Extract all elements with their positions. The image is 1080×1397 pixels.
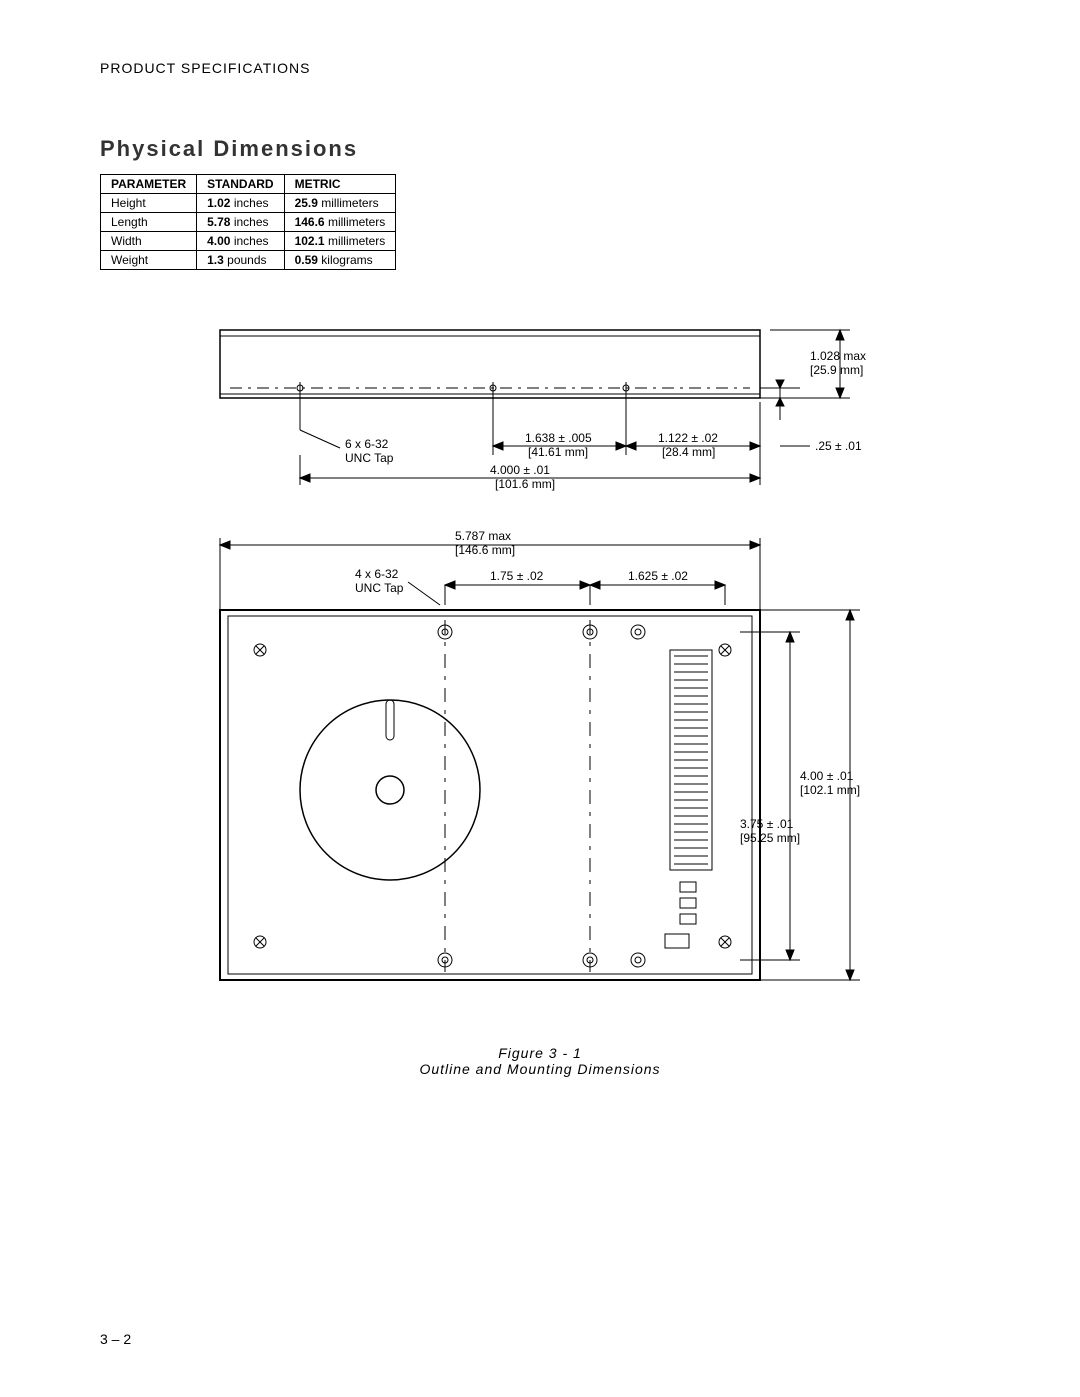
td2: 1.625 ± .02: [628, 569, 688, 583]
cell-std: 4.00 inches: [197, 232, 284, 251]
w2: 3.75 ± .01: [740, 817, 794, 831]
cell-param: Weight: [101, 251, 197, 270]
top-tap: 4 x 6-32: [355, 567, 399, 581]
d2: 1.122 ± .02: [658, 431, 718, 445]
tap-label: 6 x 6-32: [345, 437, 389, 451]
dimension-diagram: 6 x 6-32 UNC Tap 1.028 max [25.9 mm] .25…: [160, 320, 920, 1025]
d3: .25 ± .01: [815, 439, 862, 453]
height-max: 1.028 max: [810, 349, 866, 363]
figure-caption: Figure 3 - 1 Outline and Mounting Dimens…: [100, 1045, 980, 1077]
d1: 1.638 ± .005: [525, 431, 592, 445]
w1: 4.00 ± .01: [800, 769, 854, 783]
w1mm: [102.1 mm]: [800, 783, 860, 797]
d4mm: [101.6 mm]: [495, 477, 555, 491]
table-row: Height1.02 inches25.9 millimeters: [101, 194, 396, 213]
tap-label2: UNC Tap: [345, 451, 394, 465]
cell-met: 146.6 millimeters: [284, 213, 396, 232]
section-title: Physical Dimensions: [100, 136, 980, 162]
top-view: 5.787 max [146.6 mm] 4 x 6-32 UNC Tap 1.…: [220, 529, 860, 980]
cell-met: 25.9 millimeters: [284, 194, 396, 213]
table-row: Length5.78 inches146.6 millimeters: [101, 213, 396, 232]
col-parameter: PARAMETER: [101, 175, 197, 194]
cell-met: 102.1 millimeters: [284, 232, 396, 251]
table-row: Weight1.3 pounds0.59 kilograms: [101, 251, 396, 270]
col-metric: METRIC: [284, 175, 396, 194]
cell-param: Height: [101, 194, 197, 213]
w2mm: [95.25 mm]: [740, 831, 800, 845]
cell-std: 1.3 pounds: [197, 251, 284, 270]
len-max: 5.787 max: [455, 529, 511, 543]
td1: 1.75 ± .02: [490, 569, 544, 583]
col-standard: STANDARD: [197, 175, 284, 194]
page-header: PRODUCT SPECIFICATIONS: [100, 60, 980, 76]
d1mm: [41.61 mm]: [528, 445, 588, 459]
len-mm: [146.6 mm]: [455, 543, 515, 557]
cell-std: 5.78 inches: [197, 213, 284, 232]
cell-std: 1.02 inches: [197, 194, 284, 213]
cell-met: 0.59 kilograms: [284, 251, 396, 270]
cell-param: Width: [101, 232, 197, 251]
page-number: 3 – 2: [100, 1331, 131, 1347]
d4: 4.000 ± .01: [490, 463, 550, 477]
table-row: Width4.00 inches102.1 millimeters: [101, 232, 396, 251]
cell-param: Length: [101, 213, 197, 232]
d2mm: [28.4 mm]: [662, 445, 715, 459]
spec-table: PARAMETER STANDARD METRIC Height1.02 inc…: [100, 174, 396, 270]
side-view: 6 x 6-32 UNC Tap 1.028 max [25.9 mm] .25…: [220, 330, 866, 491]
table-header-row: PARAMETER STANDARD METRIC: [101, 175, 396, 194]
height-mm: [25.9 mm]: [810, 363, 863, 377]
caption-line2: Outline and Mounting Dimensions: [419, 1061, 660, 1077]
top-tap2: UNC Tap: [355, 581, 404, 595]
caption-line1: Figure 3 - 1: [498, 1045, 582, 1061]
